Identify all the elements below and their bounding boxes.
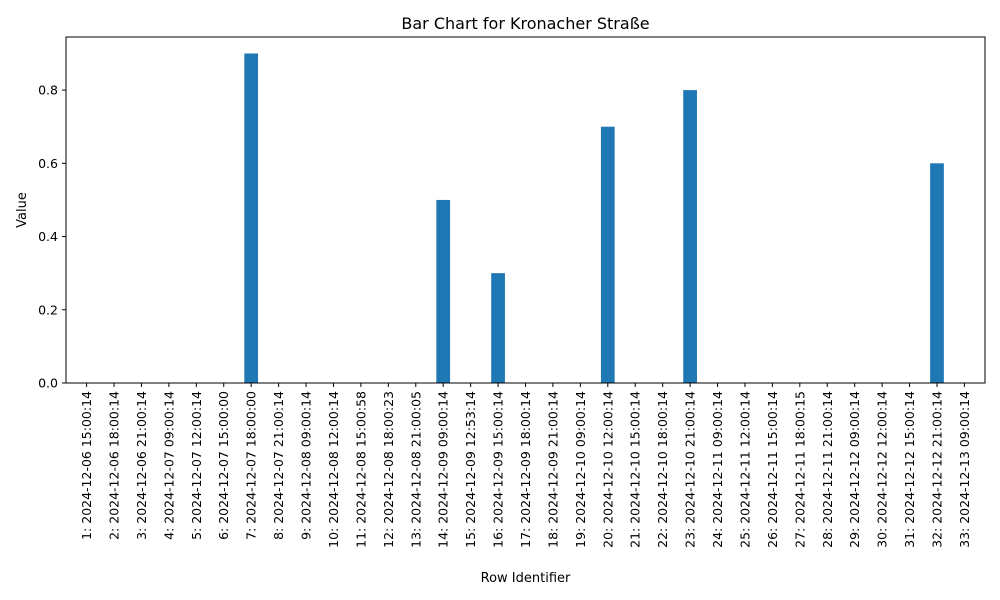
chart-title: Bar Chart for Kronacher Straße — [401, 14, 649, 33]
x-tick-label: 27: 2024-12-11 18:00:15 — [792, 391, 807, 548]
x-tick-label: 18: 2024-12-09 21:00:14 — [545, 391, 560, 548]
x-tick-label: 7: 2024-12-07 18:00:00 — [244, 391, 259, 540]
x-tick-label: 17: 2024-12-09 18:00:14 — [518, 391, 533, 548]
x-tick-label: 8: 2024-12-07 21:00:14 — [271, 391, 286, 540]
bar — [683, 90, 697, 383]
y-axis: 0.0 0.2 0.4 0.6 0.8 — [38, 83, 66, 391]
x-tick-label: 20: 2024-12-10 12:00:14 — [600, 391, 615, 548]
y-axis-label: Value — [15, 192, 30, 228]
x-tick-label: 3: 2024-12-06 21:00:14 — [134, 391, 149, 540]
x-tick-label: 11: 2024-12-08 15:00:58 — [353, 391, 368, 548]
x-tick-label: 10: 2024-12-08 12:00:14 — [326, 391, 341, 548]
y-tick-label: 0.8 — [38, 83, 58, 98]
bar — [436, 199, 451, 383]
x-tick-label: 9: 2024-12-08 09:00:14 — [299, 391, 314, 540]
x-tick-label: 26: 2024-12-11 15:00:14 — [765, 391, 780, 548]
x-tick-label: 24: 2024-12-11 09:00:14 — [710, 391, 725, 548]
bar — [930, 163, 944, 383]
y-tick-label: 0.4 — [38, 229, 58, 244]
x-tick-label: 29: 2024-12-12 09:00:14 — [847, 391, 862, 548]
x-tick-label: 16: 2024-12-09 15:00:14 — [491, 391, 506, 548]
y-tick-label: 0.6 — [38, 156, 58, 171]
x-tick-label: 33: 2024-12-13 09:00:14 — [957, 391, 972, 548]
y-tick-label: 0.0 — [38, 376, 58, 391]
bars-group — [244, 53, 944, 383]
x-tick-label: 12: 2024-12-08 18:00:23 — [381, 391, 396, 548]
plot-frame — [65, 36, 986, 384]
y-tick-label: 0.2 — [38, 302, 58, 317]
x-tick-label: 2: 2024-12-06 18:00:14 — [107, 391, 122, 540]
x-tick-label: 32: 2024-12-12 21:00:14 — [929, 391, 944, 548]
x-tick-label: 19: 2024-12-10 09:00:14 — [573, 391, 588, 548]
x-tick-label: 15: 2024-12-09 12:53:14 — [463, 391, 478, 548]
x-tick-label: 21: 2024-12-10 15:00:14 — [628, 391, 643, 548]
x-tick-label: 4: 2024-12-07 09:00:14 — [161, 391, 176, 540]
x-tick-label: 28: 2024-12-11 21:00:14 — [820, 391, 835, 548]
bar — [244, 53, 259, 383]
x-tick-label: 31: 2024-12-12 15:00:14 — [902, 391, 917, 548]
x-tick-label: 1: 2024-12-06 15:00:14 — [79, 391, 94, 540]
x-axis-label: Row Identifier — [481, 571, 571, 586]
bar — [600, 126, 615, 383]
x-tick-label: 23: 2024-12-10 21:00:14 — [683, 391, 698, 548]
x-tick-label: 25: 2024-12-11 12:00:14 — [737, 391, 752, 548]
x-tick-label: 30: 2024-12-12 12:00:14 — [875, 391, 890, 548]
x-tick-label: 22: 2024-12-10 18:00:14 — [655, 391, 670, 548]
x-axis: 1: 2024-12-06 15:00:14 2: 2024-12-06 18:0… — [79, 383, 972, 548]
x-tick-label: 13: 2024-12-08 21:00:05 — [408, 391, 423, 548]
x-tick-label: 14: 2024-12-09 09:00:14 — [436, 391, 451, 548]
x-tick-label: 6: 2024-12-07 15:00:00 — [216, 391, 231, 540]
bar — [491, 273, 505, 383]
x-tick-label: 5: 2024-12-07 12:00:14 — [189, 391, 204, 540]
